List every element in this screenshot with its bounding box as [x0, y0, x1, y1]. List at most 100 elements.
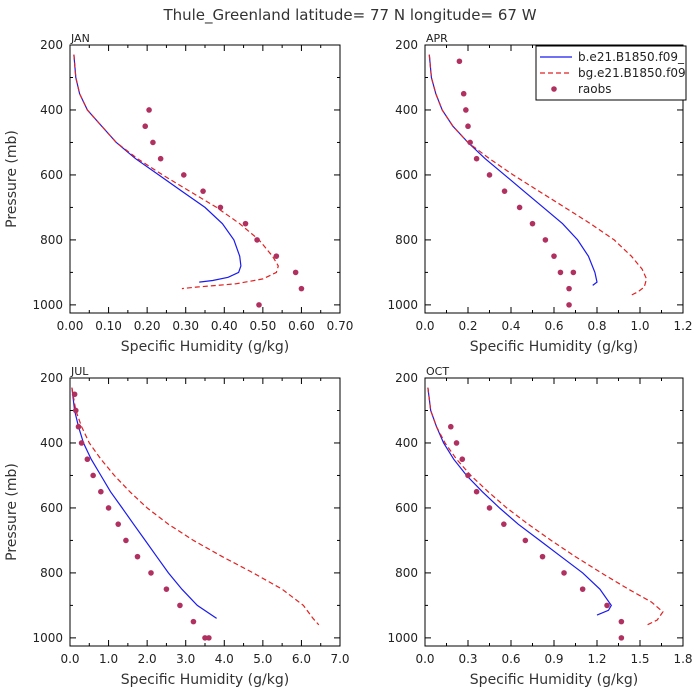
y-tick-label: 600	[395, 501, 418, 515]
raobs-point	[190, 618, 197, 625]
raobs-point	[177, 602, 183, 609]
raobs-point	[150, 139, 156, 146]
raobs-point	[618, 635, 625, 641]
raobs-point	[557, 269, 564, 276]
x-axis-label: Specific Humidity (g/kg)	[121, 672, 289, 688]
x-tick-label: 0.10	[95, 319, 122, 333]
series-line-b-e21	[71, 387, 217, 619]
raobs-point	[566, 285, 572, 292]
raobs-point	[570, 269, 577, 276]
x-tick-label: 0.6	[501, 652, 520, 666]
panel-label: OCT	[426, 365, 449, 378]
y-tick-label: 400	[395, 436, 418, 450]
y-tick-label: 800	[395, 566, 418, 580]
series-line-bg-e21	[73, 54, 279, 290]
series-line-b-e21	[427, 387, 613, 616]
legend-entry-label: b.e21.B1850.f09_	[578, 50, 685, 64]
x-axis-label: Specific Humidity (g/kg)	[470, 672, 638, 688]
raobs-point	[200, 188, 206, 194]
x-tick-label: 0.9	[544, 652, 563, 666]
x-tick-label: 0.60	[288, 319, 315, 333]
y-tick-label: 400	[40, 436, 63, 450]
x-tick-label: 4.0	[215, 652, 234, 666]
panel-jul: 0.0 1.0 2.0 3.0 4.0 5.0 6.0 7.0 200 400 600 800 1000…	[4, 365, 350, 688]
x-tick-label: 3.0	[176, 652, 195, 666]
raobs-point	[456, 58, 463, 65]
x-tick-label: 1.5	[630, 652, 649, 666]
panel-jan: 0.00 0.10 0.20 0.30 0.40 0.50 0.60 0.70 200 400 60…	[4, 32, 353, 355]
x-tick-label: 1.2	[673, 319, 692, 333]
raobs-point	[539, 553, 546, 560]
plot-frame	[424, 377, 684, 647]
panel-apr: 0.0 0.2 0.4 0.6 0.8 1.0 1.2 200 400 600 800 1000 APR…	[387, 32, 692, 355]
x-tick-label: 0.40	[211, 319, 238, 333]
x-tick-label: 7.0	[330, 652, 349, 666]
legend: b.e21.B1850.f09_ bg.e21.B1850.f09 raobs	[535, 45, 687, 101]
y-tick-label: 200	[40, 371, 63, 385]
y-tick-label: 800	[40, 233, 63, 247]
series-line-b-e21	[73, 54, 242, 283]
raobs-point	[579, 586, 586, 592]
x-tick-label: 1.0	[99, 652, 118, 666]
plot-frame	[69, 377, 341, 647]
raobs-point	[473, 155, 480, 162]
raobs-point	[459, 456, 466, 463]
raobs-point	[98, 488, 104, 495]
x-tick-label: 1.0	[630, 319, 649, 333]
raobs-point	[78, 440, 85, 446]
raobs-point	[448, 423, 454, 430]
x-tick-label: 0.30	[172, 319, 199, 333]
raobs-point	[72, 407, 79, 414]
raobs-point	[105, 505, 112, 511]
raobs-point	[566, 302, 572, 308]
y-tick-label: 400	[395, 103, 418, 117]
y-axis-label: Pressure (mb)	[4, 463, 20, 561]
raobs-point	[522, 537, 529, 544]
raobs-point	[202, 635, 208, 641]
y-axis-label: Pressure (mb)	[4, 130, 20, 228]
y-tick-label: 800	[395, 233, 418, 247]
raobs-point	[453, 440, 460, 446]
raobs-point	[618, 618, 625, 625]
raobs-point	[75, 423, 82, 430]
panels: 0.00 0.10 0.20 0.30 0.40 0.50 0.60 0.70 200 400 60…	[4, 32, 693, 688]
y-tick-label: 600	[395, 168, 418, 182]
raobs-point	[465, 123, 471, 130]
y-tick-label: 800	[40, 566, 63, 580]
y-tick-label: 1000	[387, 298, 418, 312]
raobs-point	[206, 635, 212, 641]
y-tick-label: 200	[40, 38, 63, 52]
raobs-point	[298, 285, 305, 292]
raobs-point	[148, 570, 154, 576]
y-tick-label: 200	[395, 38, 418, 52]
raobs-point	[551, 253, 557, 259]
x-tick-label: 5.0	[253, 652, 272, 666]
panel-label: JUL	[70, 365, 89, 378]
y-tick-label: 1000	[32, 298, 63, 312]
x-tick-label: 0.4	[501, 319, 520, 333]
y-tick-label: 600	[40, 501, 63, 515]
x-tick-label: 2.0	[138, 652, 157, 666]
y-tick-label: 400	[40, 103, 63, 117]
y-tick-label: 1000	[387, 631, 418, 645]
legend-dot-marker	[551, 86, 557, 92]
raobs-point	[163, 586, 170, 592]
raobs-point	[542, 237, 549, 243]
y-tick-label: 1000	[32, 631, 63, 645]
raobs-point	[217, 204, 224, 211]
series-line-bg-e21	[428, 54, 648, 296]
x-tick-label: 0.0	[415, 652, 434, 666]
raobs-point	[604, 602, 610, 609]
x-tick-label: 1.2	[587, 652, 606, 666]
x-tick-label: 6.0	[292, 652, 311, 666]
x-axis-label: Specific Humidity (g/kg)	[470, 339, 638, 355]
series-line-bg-e21	[71, 387, 320, 626]
raobs-point	[561, 570, 567, 576]
raobs-point	[142, 123, 149, 130]
raobs-point	[146, 107, 152, 113]
x-tick-label: 0.2	[458, 319, 477, 333]
raobs-point	[486, 505, 493, 511]
raobs-point	[242, 220, 249, 227]
raobs-point	[473, 488, 480, 495]
x-tick-label: 1.8	[673, 652, 692, 666]
